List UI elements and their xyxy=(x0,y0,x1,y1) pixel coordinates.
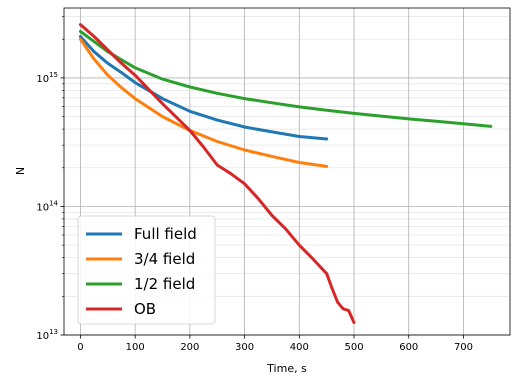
series-layer xyxy=(78,23,493,324)
legend-label: Full field xyxy=(134,225,197,243)
x-tick-label: 700 xyxy=(454,342,473,353)
series-line xyxy=(78,35,329,141)
x-tick-label: 300 xyxy=(235,342,254,353)
x-tick-label: 200 xyxy=(180,342,199,353)
series-line xyxy=(78,29,493,128)
x-axis: 0 100 200 300 400 500 600 700 xyxy=(77,335,473,353)
legend-label: OB xyxy=(134,300,156,318)
x-tick-label: 0 xyxy=(77,342,83,353)
legend: Full field 3/4 field 1/2 field OB xyxy=(77,215,216,325)
plot-frame xyxy=(63,7,511,336)
y-tick-label: 1014 xyxy=(36,199,58,213)
x-tick-label: 500 xyxy=(344,342,363,353)
y-tick-label: 1015 xyxy=(36,71,58,85)
legend-label: 3/4 field xyxy=(134,250,195,268)
legend-label: 1/2 field xyxy=(134,275,195,293)
y-axis: 1013 1014 1015 xyxy=(36,16,64,342)
series-line xyxy=(78,37,329,168)
legend-box xyxy=(77,215,216,325)
y-tick-label: 1013 xyxy=(36,328,58,342)
x-tick-label: 400 xyxy=(290,342,309,353)
x-axis-label: Time, s xyxy=(266,362,307,375)
x-tick-label: 100 xyxy=(126,342,145,353)
y-axis-label: N xyxy=(14,167,27,175)
x-tick-label: 600 xyxy=(399,342,418,353)
series-line xyxy=(78,23,356,324)
